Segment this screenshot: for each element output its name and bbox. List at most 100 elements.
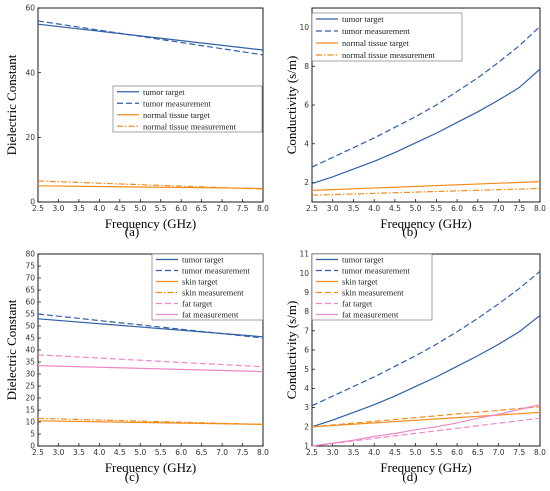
x-tick-label: 7.5 <box>513 448 525 457</box>
legend-label: fat measurement <box>182 310 239 320</box>
series-line-normal-tissue-target <box>37 185 264 190</box>
x-tick-label: 7.0 <box>493 204 505 213</box>
legend-box <box>112 85 263 133</box>
x-tick-label: 3.5 <box>73 204 85 213</box>
x-tick-label: 5.0 <box>134 448 146 457</box>
y-tick-label: 80 <box>25 250 35 259</box>
y-tick-label: 65 <box>25 286 35 295</box>
y-tick-label: 60 <box>25 4 35 13</box>
x-tick-label: 7.5 <box>513 204 525 213</box>
x-tick-label: 8.0 <box>257 204 269 213</box>
legend-label: normal tissue measurement <box>342 50 436 60</box>
y-tick-label: 70 <box>25 274 35 283</box>
y-tick-label: 7 <box>304 326 309 335</box>
y-tick-label: 0 <box>30 442 35 451</box>
series-line-tumor-measurement <box>37 20 264 56</box>
x-tick-label: 8.0 <box>257 448 269 457</box>
x-tick-label: 3.5 <box>347 448 359 457</box>
legend-label: skin target <box>342 277 378 287</box>
x-tick-label: 3.0 <box>327 448 339 457</box>
series-line-skin-target <box>311 411 541 428</box>
x-tick-label: 7.0 <box>216 448 228 457</box>
y-tick-label: 4 <box>304 139 309 148</box>
y-tick-label: 8 <box>304 307 309 316</box>
series-line-tumor-target <box>37 318 264 338</box>
y-tick-label: 60 <box>25 298 35 307</box>
y-tick-label: 6 <box>304 346 309 355</box>
x-tick-label: 5.0 <box>134 204 146 213</box>
x-tick-label: 5.0 <box>410 448 422 457</box>
x-tick-label: 6.5 <box>196 448 208 457</box>
x-axis-label: Frequency (GHz) <box>105 460 196 475</box>
legend-box <box>311 253 433 321</box>
legend-label: normal tissue target <box>143 110 211 120</box>
series-line-tumor-measurement <box>37 313 264 339</box>
y-tick-label: 2 <box>304 422 309 431</box>
series-line-normal-tissue-measurement <box>311 187 541 196</box>
series-line-tumor-target <box>37 23 264 51</box>
x-tick-label: 3.5 <box>73 448 85 457</box>
x-tick-label: 6.0 <box>175 204 187 213</box>
x-tick-label: 6.5 <box>472 204 484 213</box>
x-tick-label: 3.0 <box>52 204 64 213</box>
legend-label: fat measurement <box>342 310 399 320</box>
series-line-fat-target <box>37 354 264 368</box>
x-tick-label: 6.5 <box>472 448 484 457</box>
y-tick-label: 55 <box>25 310 35 319</box>
series-line-fat-measurement <box>37 365 264 373</box>
series-line-skin-measurement <box>37 417 264 425</box>
panel-label: (b) <box>402 224 417 239</box>
x-axis-label: Frequency (GHz) <box>380 216 471 231</box>
y-tick-label: 11 <box>299 250 309 259</box>
series-line-tumor-target <box>311 314 541 428</box>
legend-label: tumor target <box>342 255 384 265</box>
y-tick-label: 75 <box>25 262 35 271</box>
x-axis-label: Frequency (GHz) <box>105 216 196 231</box>
legend-label: tumor measurement <box>182 266 250 276</box>
x-tick-label: 3.5 <box>347 204 359 213</box>
x-tick-label: 4.5 <box>389 204 401 213</box>
x-tick-label: 4.5 <box>114 204 126 213</box>
x-tick-label: 7.5 <box>237 448 249 457</box>
x-tick-label: 8.0 <box>534 448 546 457</box>
panel-label: (a) <box>125 224 139 239</box>
legend-label: normal tissue measurement <box>143 121 237 131</box>
panel-label: (d) <box>402 469 417 484</box>
x-tick-label: 4.5 <box>114 448 126 457</box>
y-tick-label: 2 <box>304 178 309 187</box>
legend-label: fat target <box>342 299 373 309</box>
legend-label: skin measurement <box>342 288 404 298</box>
y-tick-label: 40 <box>25 346 35 355</box>
chart-panel-d: 2.5 3.0 3.5 4.0 4.5 5.0 5.5 6.0 6.5 7.0 7.5 8.0 1 2 3 4… <box>284 250 546 484</box>
y-tick-label: 20 <box>25 394 35 403</box>
legend-label: tumor measurement <box>342 26 410 36</box>
legend-label: tumor measurement <box>143 98 211 108</box>
x-axis-label: Frequency (GHz) <box>380 460 471 475</box>
y-tick-label: 5 <box>30 430 35 439</box>
y-tick-label: 20 <box>25 133 35 142</box>
x-tick-label: 3.0 <box>52 448 64 457</box>
y-tick-label: 6 <box>304 101 309 110</box>
y-tick-label: 3 <box>304 403 309 412</box>
y-axis-label: Dielectric Constant <box>4 54 19 155</box>
chart-panel-c: 2.5 3.0 3.5 4.0 4.5 5.0 5.5 6.0 6.5 7.0 7.5 8.0 0 5 10… <box>4 250 269 484</box>
legend-label: tumor target <box>342 14 384 24</box>
y-tick-label: 30 <box>25 370 35 379</box>
y-tick-label: 45 <box>25 334 35 343</box>
panel-label: (c) <box>125 469 139 484</box>
x-tick-label: 4.0 <box>368 448 380 457</box>
series-line-normal-tissue-measurement <box>37 180 264 190</box>
y-tick-label: 0 <box>30 198 35 207</box>
series-line-tumor-measurement <box>311 25 541 168</box>
x-tick-label: 5.5 <box>155 448 167 457</box>
x-tick-label: 2.5 <box>32 448 44 457</box>
x-tick-label: 7.0 <box>493 448 505 457</box>
series-line-tumor-measurement <box>311 270 541 407</box>
legend-label: normal tissue target <box>342 38 410 48</box>
y-tick-label: 1 <box>304 442 309 451</box>
y-axis-label: Dielectric Constant <box>4 299 19 400</box>
y-tick-label: 50 <box>25 322 35 331</box>
x-tick-label: 4.0 <box>368 204 380 213</box>
